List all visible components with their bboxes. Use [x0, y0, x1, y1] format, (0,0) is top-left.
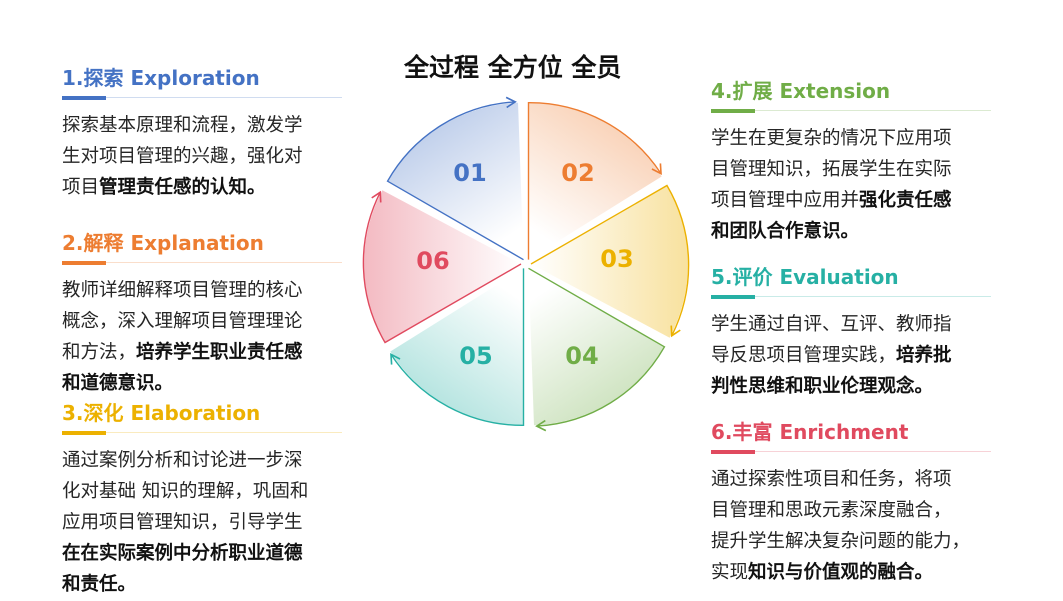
description-line: 学生通过自评、互评、教师指 — [711, 309, 1011, 340]
sector-number: 05 — [459, 342, 492, 370]
emphasis-text: 和责任。 — [62, 574, 137, 595]
stage-block-05: 5.评价 Evaluation 学生通过自评、互评、教师指 导反思项目管理实践，培… — [711, 263, 1011, 402]
arrow-arc-icon — [362, 190, 522, 344]
emphasis-text: 培养批 — [896, 345, 952, 366]
sector-number: 04 — [565, 342, 598, 370]
sector-04 — [528, 268, 665, 426]
text: 学生通过自评、互评、教师指 — [711, 314, 952, 335]
stage-title: 3.深化 Elaboration — [62, 401, 261, 425]
description-line: 项目管理中应用并强化责任感 — [711, 185, 1011, 216]
description-line: 教师详细解释项目管理的核心 — [62, 275, 362, 306]
emphasis-text: 在在实际案例中分析职业道德 — [62, 543, 303, 564]
sector-05 — [390, 268, 524, 426]
description-line: 目管理知识，拓展学生在实际 — [711, 154, 1011, 185]
description-line: 项目管理责任感的认知。 — [62, 172, 362, 203]
main-title: 全过程 全方位 全员 — [404, 53, 622, 82]
sector-02 — [528, 102, 662, 260]
arrow-arc-icon — [527, 101, 662, 260]
text: 项目 — [62, 177, 100, 198]
description-line: 应用项目管理知识，引导学生 — [62, 507, 362, 538]
text: 教师详细解释项目管理的核心 — [62, 280, 303, 301]
stage-block-01: 1.探索 Exploration 探索基本原理和流程，激发学 生对项目管理的兴趣，… — [62, 64, 362, 203]
title-underline — [711, 450, 1011, 454]
title-underline — [711, 109, 1011, 113]
stage-block-06: 6.丰富 Enrichment 通过探索性项目和任务，将项 目管理和思政元素深度融… — [711, 418, 1011, 588]
emphasis-text: 强化责任感 — [859, 190, 952, 211]
text: 目管理和思政元素深度融合， — [711, 500, 952, 521]
description-line: 通过探索性项目和任务，将项 — [711, 464, 1011, 495]
stage-block-03: 3.深化 Elaboration 通过案例分析和讨论进一步深 化对基础 知识的理解… — [62, 399, 362, 600]
description-line: 在在实际案例中分析职业道德 — [62, 538, 362, 569]
title-underline — [62, 261, 362, 265]
description-line: 化对基础 知识的理解，巩固和 — [62, 476, 362, 507]
description-line: 和责任。 — [62, 569, 362, 600]
description-line: 和团队合作意识。 — [711, 216, 1011, 247]
arrow-arc-icon — [386, 96, 524, 261]
stage-title: 6.丰富 Enrichment — [711, 420, 909, 444]
text: 通过案例分析和讨论进一步深 — [62, 450, 303, 471]
text: 提升学生解决复杂问题的能力， — [711, 531, 971, 552]
stage-description: 通过探索性项目和任务，将项 目管理和思政元素深度融合， 提升学生解决复杂问题的能力，… — [711, 464, 1011, 588]
stage-description: 学生通过自评、互评、教师指 导反思项目管理实践，培养批 判性思维和职业伦理观念。 — [711, 309, 1011, 402]
description-line: 提升学生解决复杂问题的能力， — [711, 526, 1011, 557]
sector-number: 06 — [416, 247, 449, 275]
text: 导反思项目管理实践， — [711, 345, 897, 366]
text: 应用项目管理知识，引导学生 — [62, 512, 303, 533]
description-line: 学生在更复杂的情况下应用项 — [711, 123, 1011, 154]
arrow-arc-icon — [390, 268, 525, 427]
arrow-arc-icon — [528, 267, 666, 432]
sector-06 — [364, 190, 521, 343]
text: 实现 — [711, 562, 749, 583]
stage-title: 2.解释 Explanation — [62, 231, 264, 255]
text: 通过探索性项目和任务，将项 — [711, 469, 952, 490]
emphasis-text: 和道德意识。 — [62, 373, 174, 394]
description-line: 概念，深入理解项目管理理论 — [62, 306, 362, 337]
title-underline — [711, 295, 1011, 299]
stage-block-04: 4.扩展 Extension 学生在更复杂的情况下应用项 目管理知识，拓展学生在实… — [711, 77, 1011, 247]
description-line: 通过案例分析和讨论进一步深 — [62, 445, 362, 476]
stage-title: 1.探索 Exploration — [62, 66, 260, 90]
description-line: 探索基本原理和流程，激发学 — [62, 110, 362, 141]
title-underline — [62, 96, 362, 100]
emphasis-text: 判性思维和职业伦理观念。 — [711, 376, 934, 397]
sector-number: 01 — [453, 159, 486, 187]
text: 概念，深入理解项目管理理论 — [62, 311, 303, 332]
stage-description: 通过案例分析和讨论进一步深 化对基础 知识的理解，巩固和 应用项目管理知识，引导学生… — [62, 445, 362, 600]
stage-title: 4.扩展 Extension — [711, 79, 891, 103]
emphasis-text: 和团队合作意识。 — [711, 221, 860, 242]
stage-title: 5.评价 Evaluation — [711, 265, 899, 289]
text: 学生在更复杂的情况下应用项 — [711, 128, 952, 149]
description-line: 和方法，培养学生职业责任感 — [62, 337, 362, 368]
text: 目管理知识，拓展学生在实际 — [711, 159, 952, 180]
text: 化对基础 知识的理解，巩固和 — [62, 481, 309, 502]
title-underline — [62, 431, 362, 435]
description-line: 导反思项目管理实践，培养批 — [711, 340, 1011, 371]
emphasis-text: 知识与价值观的融合。 — [748, 562, 934, 583]
text: 生对项目管理的兴趣，强化对 — [62, 146, 303, 167]
sector-number: 03 — [600, 245, 633, 273]
description-line: 和道德意识。 — [62, 368, 362, 399]
description-line: 实现知识与价值观的融合。 — [711, 557, 1011, 588]
description-line: 生对项目管理的兴趣，强化对 — [62, 141, 362, 172]
emphasis-text: 管理责任感的认知。 — [99, 177, 266, 198]
stage-description: 学生在更复杂的情况下应用项 目管理知识，拓展学生在实际 项目管理中应用并强化责任感和… — [711, 123, 1011, 247]
sector-03 — [531, 185, 688, 338]
arrow-arc-icon — [530, 184, 690, 338]
description-line: 判性思维和职业伦理观念。 — [711, 371, 1011, 402]
stage-description: 探索基本原理和流程，激发学 生对项目管理的兴趣，强化对 项目管理责任感的认知。 — [62, 110, 362, 203]
text: 项目管理中应用并 — [711, 190, 860, 211]
emphasis-text: 培养学生职业责任感 — [136, 342, 303, 363]
stage-description: 教师详细解释项目管理的核心 概念，深入理解项目管理理论 和方法，培养学生职业责任感和… — [62, 275, 362, 399]
sector-01 — [387, 102, 524, 260]
sector-number: 02 — [561, 159, 594, 187]
stage-block-02: 2.解释 Explanation 教师详细解释项目管理的核心 概念，深入理解项目管… — [62, 229, 362, 399]
text: 和方法， — [62, 342, 137, 363]
description-line: 目管理和思政元素深度融合， — [711, 495, 1011, 526]
text: 探索基本原理和流程，激发学 — [62, 115, 303, 136]
